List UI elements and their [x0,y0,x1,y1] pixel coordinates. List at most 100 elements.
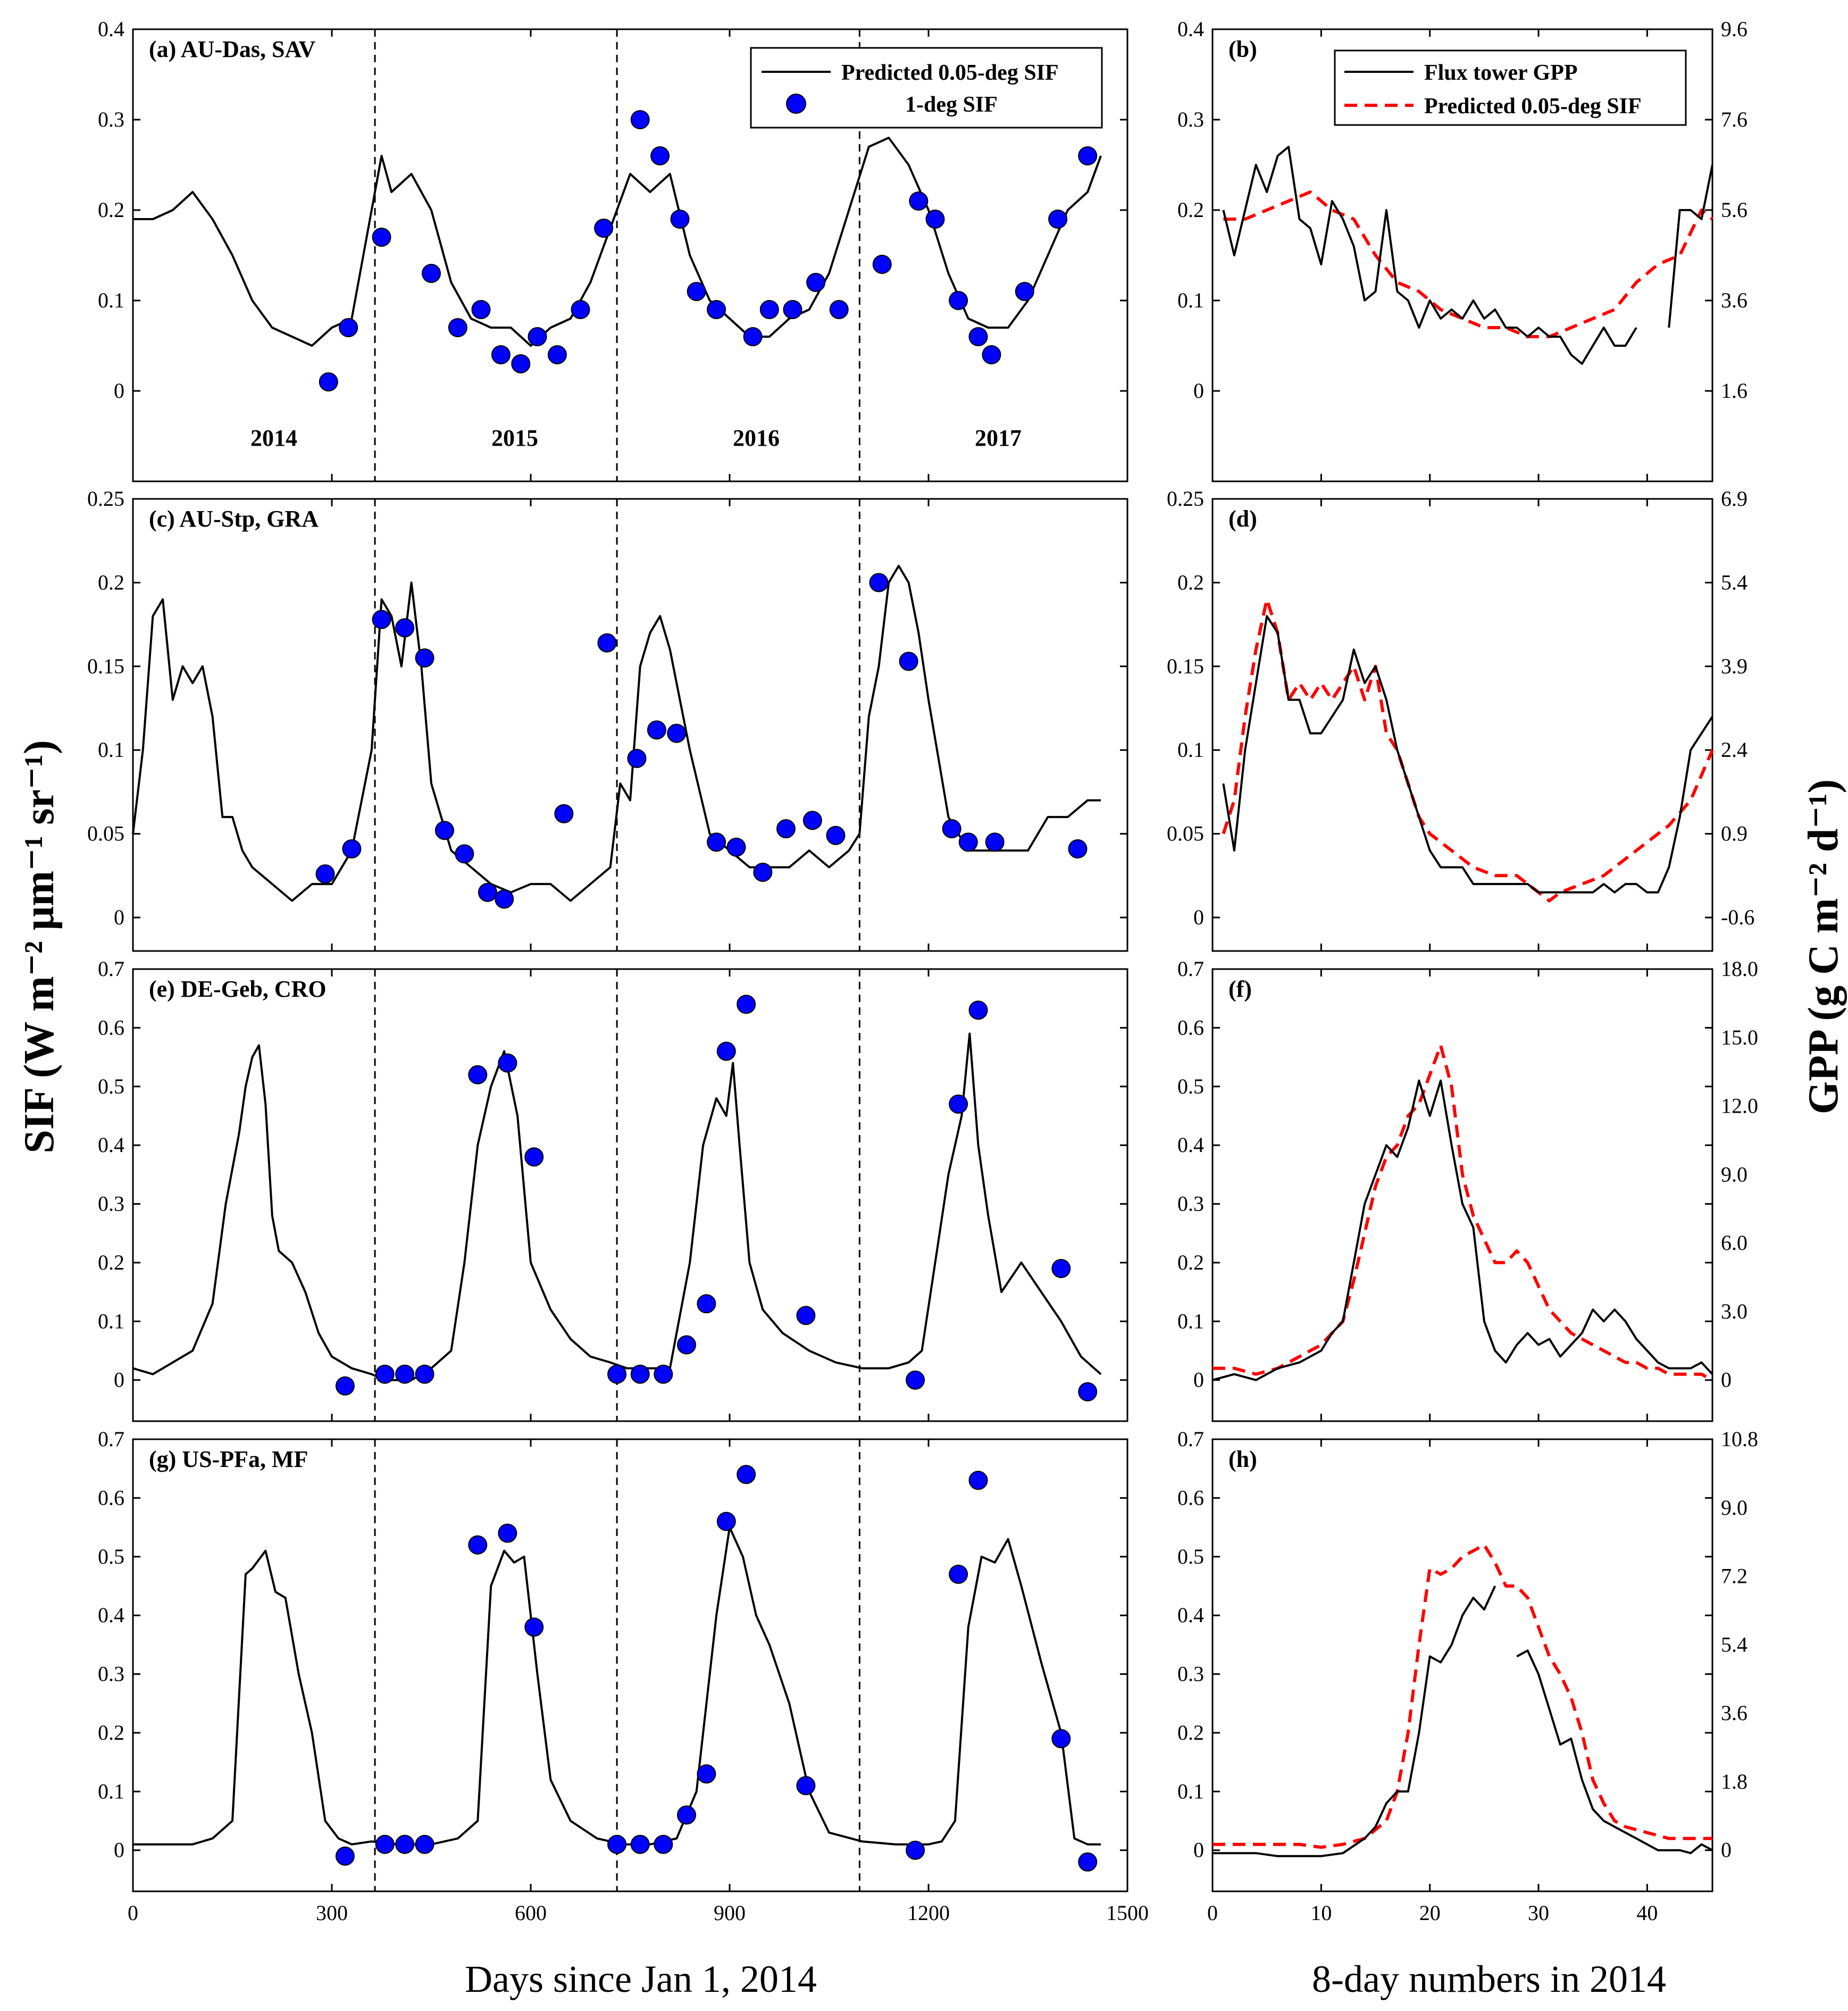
panel-d-ytick-label: 0.05 [1167,822,1204,846]
panel-d-ytick-label: 0.25 [1167,487,1204,511]
panel-e-ytick-label: 0.6 [98,1015,124,1039]
panel-a-sif-point [547,345,567,364]
panel-d-y2tick-label: 0.9 [1721,822,1747,846]
panel-c-sif-point [342,839,362,858]
year-label-2015: 2015 [491,425,538,451]
panel-c-sif-point [478,882,497,902]
panel-f-y2tick-label: 0 [1721,1368,1732,1392]
panel-e-sif-point [697,1294,716,1314]
left-y-axis-label: SIF (W m⁻² μm⁻¹ sr⁻¹) [16,740,63,1153]
panel-e-sif-point [630,1364,650,1384]
panel-a-sif-point [1078,146,1098,165]
panel-f-ytick-label: 0.3 [1177,1192,1204,1216]
panel-b-y2tick-label: 5.6 [1721,198,1747,222]
panel-a-sif-point [806,273,826,292]
panel-a-sif-point [707,300,726,319]
panel-e: 0 0.1 0.2 0.3 0.4 0.5 0.6 0.7 (e) DE-Geb, CRO [98,957,1128,1422]
panel-g-sif-point [498,1523,517,1543]
panel-g-title: (g) US-PFa, MF [149,1446,308,1472]
panel-h-xtick-label: 0 [1207,1901,1218,1925]
right-x-axis-label: 8-day numbers in 2014 [1312,1958,1666,2000]
panel-f-ytick-label: 0.7 [1177,957,1204,981]
panel-g-sif-point [796,1776,816,1796]
legend-b-box [1334,49,1687,126]
panel-d-y2tick-label: 5.4 [1721,570,1747,594]
panel-a-sif-point [511,354,531,373]
legend-a-dot-swatch [786,94,806,114]
panel-c-sif-point [1068,839,1088,858]
panel-c-sif-point [554,804,574,823]
panel-g-ytick-label: 0.6 [98,1486,124,1509]
panel-a-ytick-label: 0.2 [98,198,124,222]
panel-g-sif-point [968,1471,988,1490]
panel-g-xtick-label: 600 [515,1901,547,1925]
panel-g-sif-point [949,1564,968,1584]
panel-e-sif-point [375,1364,395,1384]
panel-c-sif-point [434,821,454,840]
panel-a-ytick-label: 0.1 [98,288,124,312]
year-label-2014: 2014 [250,425,297,451]
panel-g-ytick-label: 0.2 [98,1721,124,1745]
panel-f: 0 0.1 0.2 0.3 0.4 0.5 0.6 0.7 0 3.0 6.0 9.0 12.0 15.0… [1177,957,1758,1422]
panel-a-ytick-label: 0.3 [98,107,124,131]
panel-h-ytick-label: 0 [1193,1838,1204,1862]
panel-h-y2tick-label: 3.6 [1721,1701,1747,1725]
panel-e-frame [132,968,1128,1422]
panel-g-sif-point [737,1465,756,1484]
panel-g-sif-point [524,1617,544,1637]
panel-h-y2tick-label: 5.4 [1721,1632,1747,1656]
panel-e-sif-point [949,1094,968,1114]
panel-a-sif-point [491,345,511,364]
panel-g-sif-point [415,1834,434,1854]
panel-b-ytick-label: 0.3 [1177,107,1204,131]
panel-h-y2tick-label: 7.2 [1721,1564,1747,1588]
panel-f-ytick-label: 0 [1193,1368,1204,1392]
panel-c-ytick-label: 0.25 [87,487,124,511]
year-label-2016: 2016 [733,425,780,451]
panel-g-xtick-label: 0 [128,1901,138,1925]
panel-b-y2tick-label: 3.6 [1721,288,1747,312]
panel-g-predicted-sif-line [133,1526,1101,1846]
panel-b-y2tick-label: 9.6 [1721,17,1747,41]
panel-f-y2tick-label: 18.0 [1721,957,1758,981]
panel-e-ytick-label: 0 [114,1368,124,1392]
panel-d-title: (d) [1228,506,1257,532]
panel-g-ytick-label: 0.1 [98,1779,124,1803]
panel-a-sif-point [783,300,802,319]
panel-c-sif-point [495,889,514,909]
panel-c-sif-point [985,832,1005,852]
panel-a-sif-point [925,210,945,229]
left-x-axis-label: Days since Jan 1, 2014 [465,1958,817,2000]
panel-c-sif-point [942,819,961,839]
panel-g-frame [132,1438,1128,1892]
panel-h-xtick-label: 20 [1419,1901,1441,1925]
panel-c-ytick-label: 0.1 [98,738,124,762]
panel-a-frame [132,28,1128,482]
panel-c-sif-point [869,573,889,593]
panel-c-sif-point [667,723,687,743]
panel-g-ytick-label: 0.5 [98,1545,124,1568]
panel-h-xtick-label: 30 [1528,1901,1549,1925]
panel-g-xtick-label: 1200 [907,1901,950,1925]
panel-g-sif-point [676,1805,696,1825]
panel-c-sif-point [826,825,846,845]
panel-h-ytick-label: 0.5 [1177,1545,1204,1568]
panel-c-sif-point [776,819,796,839]
panel-c-sif-point [415,648,434,668]
panel-e-sif-point [676,1335,696,1355]
panel-h-predicted-sif-dashed [1213,1543,1712,1849]
panel-g-ytick-label: 0.4 [98,1603,124,1627]
panel-c-sif-point [315,864,335,884]
panel-f-y2tick-label: 15.0 [1721,1025,1758,1049]
panel-b-gpp-line-2 [1668,164,1713,328]
panel-e-predicted-sif-line [132,1032,1102,1381]
panel-c-ytick-label: 0 [114,905,124,929]
panel-b-y2tick-label: 1.6 [1721,379,1747,403]
year-label-2017: 2017 [975,425,1022,451]
panel-e-sif-point [796,1306,816,1325]
panel-g-sif-point [697,1764,716,1784]
panel-a-sif-point [1015,282,1034,301]
panel-f-ytick-label: 0.2 [1177,1250,1204,1274]
panel-f-gpp-line [1212,1079,1713,1381]
